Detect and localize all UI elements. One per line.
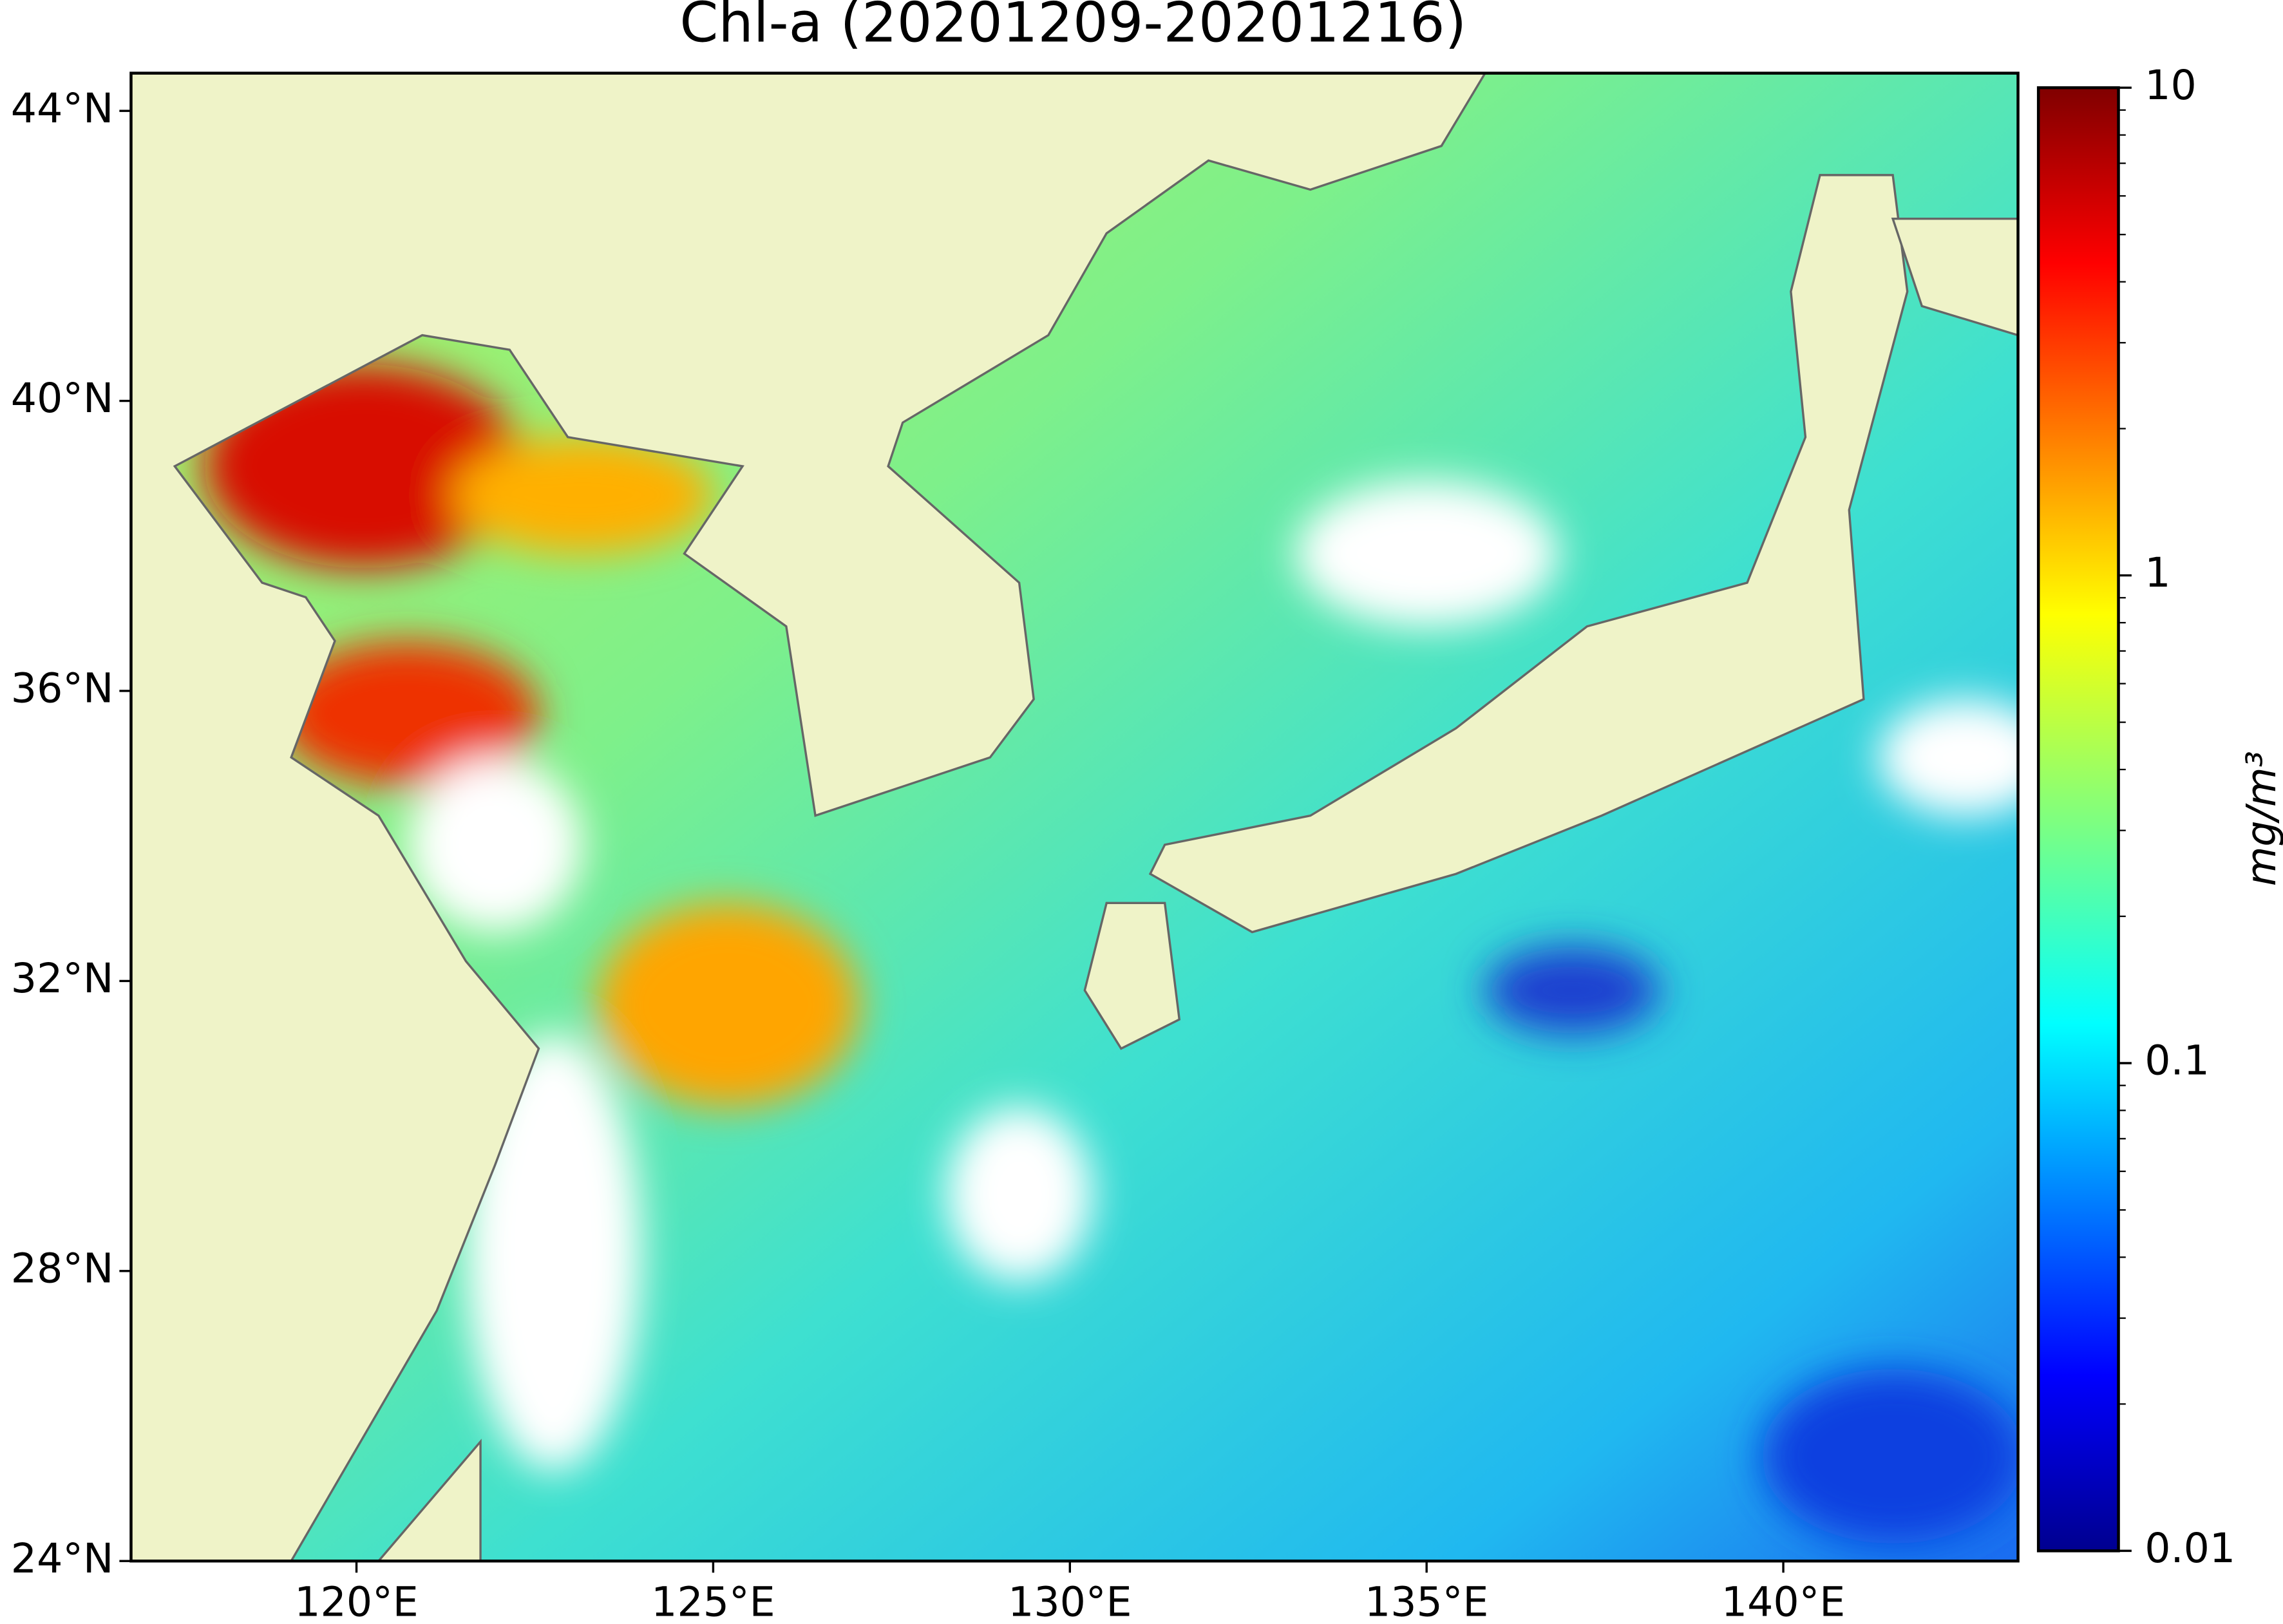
colorbar-tick-label: 0.01 xyxy=(2145,1524,2235,1572)
y-tick-label: 40°N xyxy=(11,374,114,422)
land-hokkaido xyxy=(1891,218,2018,337)
colorbar-tick-label: 1 xyxy=(2145,549,2170,596)
colorbar-label: mg/m³ xyxy=(2237,751,2283,886)
map-frame xyxy=(129,71,2020,1563)
y-tick-label: 28°N xyxy=(11,1244,114,1292)
land-mainland xyxy=(131,73,1487,1562)
y-tick-label: 36°N xyxy=(11,665,114,712)
colorbar-tick-label: 10 xyxy=(2145,61,2197,109)
y-tick-label: 32°N xyxy=(11,954,114,1002)
land-taiwan xyxy=(377,1439,482,1562)
x-tick-label: 120°E xyxy=(294,1578,418,1624)
map-title: Chl-a (20201209-20201216) xyxy=(679,0,1466,55)
y-tick-label: 24°N xyxy=(11,1534,114,1582)
colorbar xyxy=(2036,86,2120,1553)
land-kyushu xyxy=(1083,902,1181,1050)
y-tick-label: 44°N xyxy=(11,84,114,132)
x-tick-label: 135°E xyxy=(1365,1578,1488,1624)
colorbar-tick-label: 0.1 xyxy=(2145,1037,2210,1084)
x-tick-label: 125°E xyxy=(651,1578,775,1624)
land-honshu xyxy=(1148,174,1909,934)
chl-patches xyxy=(204,364,2018,1544)
map-area xyxy=(131,73,2018,1562)
x-tick-label: 130°E xyxy=(1008,1578,1132,1624)
x-tick-label: 140°E xyxy=(1721,1578,1845,1624)
